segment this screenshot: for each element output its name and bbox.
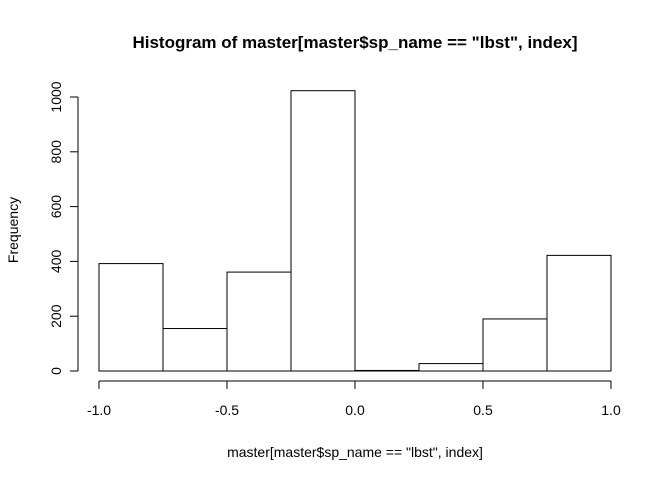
x-tick-label-2: 0.0 [345,402,365,418]
histogram-bar-1 [162,328,228,372]
y-tick-label-4: 800 [48,140,64,164]
y-tick-label-3: 600 [48,195,64,219]
x-tick-label-0: -1.0 [87,402,111,418]
histogram-bar-0 [98,263,164,372]
x-tick-label-1: -0.5 [215,402,239,418]
x-axis: -1.0 -0.5 0.0 0.5 1.0 [87,380,621,418]
x-tick-label-3: 0.5 [473,402,493,418]
histogram-bar-3 [290,90,356,372]
y-tick-label-1: 200 [48,304,64,328]
histogram-bar-2 [226,271,292,372]
x-axis-label: master[master$sp_name == "lbst", index] [227,444,483,460]
chart-title: Histogram of master[master$sp_name == "l… [132,33,577,52]
y-tick-label-5: 1000 [48,81,64,112]
y-axis-label: Frequency [5,197,21,263]
y-tick-label-2: 400 [48,250,64,274]
histogram-bar-6 [482,318,548,372]
y-tick-label-0: 0 [48,367,64,375]
histogram-bar-7 [546,254,612,372]
histogram-bar-5 [418,363,484,372]
x-tick-label-4: 1.0 [601,402,621,418]
bars-group [98,90,612,372]
y-axis: 0 200 400 600 800 1000 [48,81,79,375]
histogram-bar-4 [354,369,420,372]
